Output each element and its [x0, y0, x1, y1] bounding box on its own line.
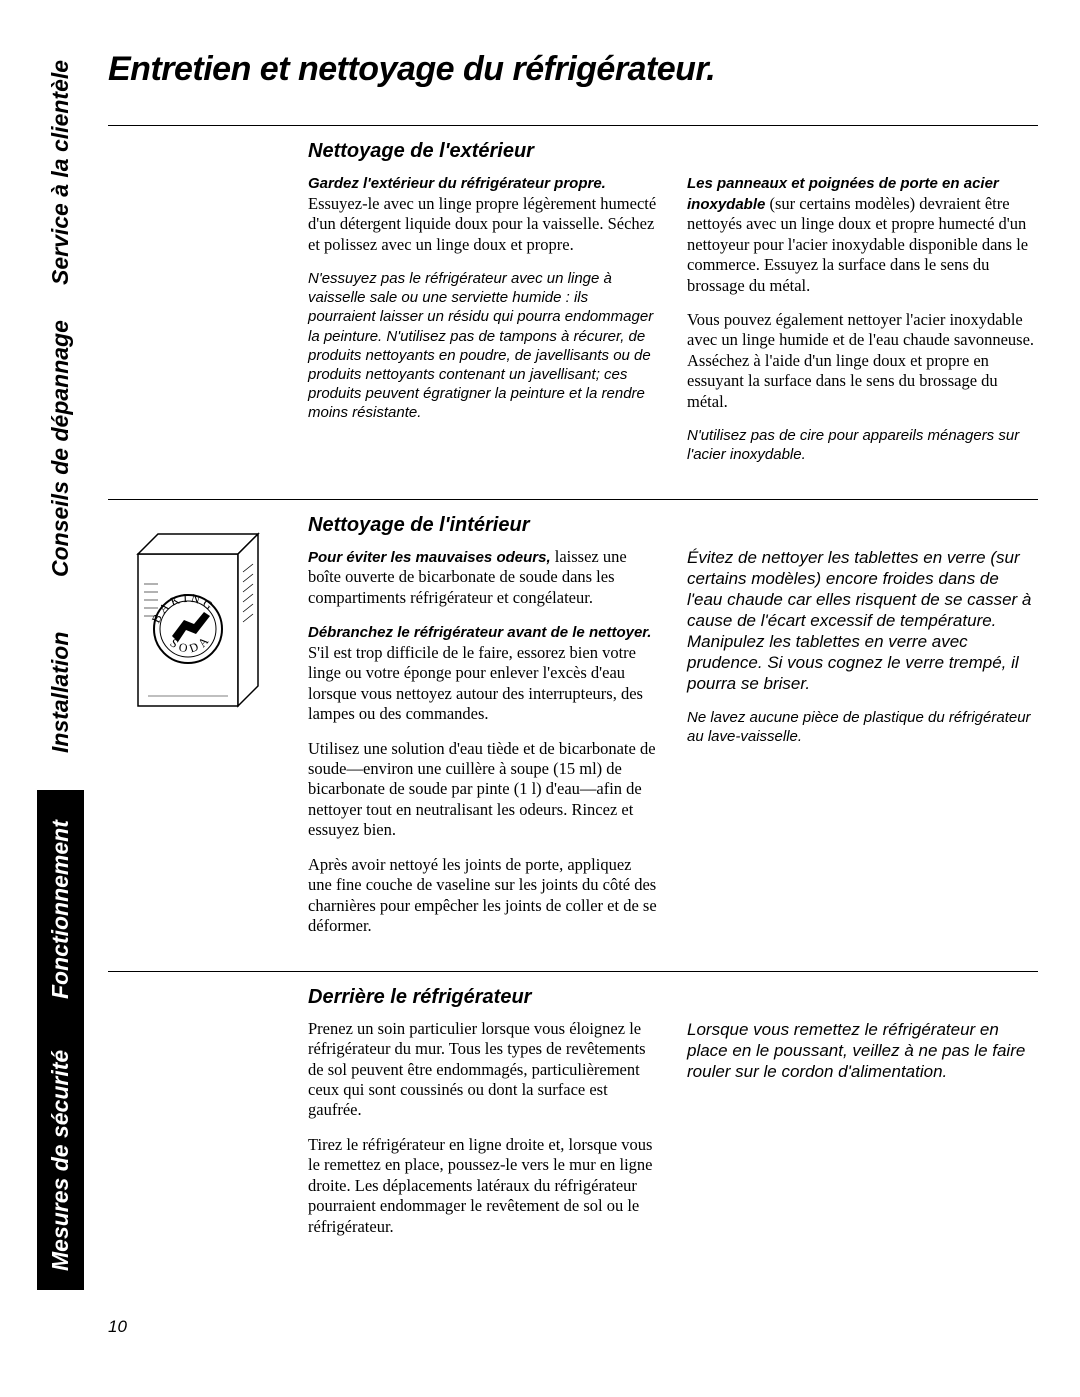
- tab-conseils-depannage: Conseils de dépannage: [37, 305, 84, 595]
- behind-right-col: Lorsque vous remettez le réfrigérateur e…: [687, 1019, 1038, 1252]
- interior-warn1: Évitez de nettoyer les tablettes en verr…: [687, 547, 1038, 695]
- interior-p3: Utilisez une solution d'eau tiède et de …: [308, 739, 659, 841]
- exterior-body1: Essuyez-le avec un linge propre légèreme…: [308, 194, 656, 254]
- page-title: Entretien et nettoyage du réfrigérateur.: [108, 50, 1038, 89]
- section-behind: Derrière le réfrigérateur Prenez un soin…: [108, 971, 1038, 1256]
- tab-installation: Installation: [37, 595, 84, 790]
- exterior-p1: Gardez l'extérieur du réfrigérateur prop…: [308, 173, 659, 255]
- illustration-col-empty-2: [108, 986, 308, 1252]
- section-heading-exterior: Nettoyage de l'extérieur: [308, 140, 1038, 163]
- main-content: Entretien et nettoyage du réfrigérateur.…: [108, 50, 1038, 1255]
- behind-warn1: Lorsque vous remettez le réfrigérateur e…: [687, 1019, 1038, 1082]
- exterior-stainless-note: N'utilisez pas de cire pour appareils mé…: [687, 426, 1038, 464]
- tab-fonctionnement: Fonctionnement: [37, 790, 84, 1030]
- behind-left-col: Prenez un soin particulier lorsque vous …: [308, 1019, 659, 1252]
- section-heading-behind: Derrière le réfrigérateur: [308, 986, 1038, 1009]
- illustration-col-soda: BAKING SODA: [108, 514, 308, 951]
- section-heading-interior: Nettoyage de l'intérieur: [308, 514, 1038, 537]
- interior-body2: S'il est trop difficile de le faire, ess…: [308, 643, 643, 723]
- exterior-left-col: Gardez l'extérieur du réfrigérateur prop…: [308, 173, 659, 479]
- exterior-right-col: Les panneaux et poignées de porte en aci…: [687, 173, 1038, 479]
- exterior-note1: N'essuyez pas le réfrigérateur avec un l…: [308, 269, 659, 423]
- tab-service-clientele: Service à la clientèle: [37, 40, 84, 305]
- manual-page: Mesures de sécurité Fonctionnement Insta…: [0, 0, 1080, 1397]
- exterior-lead1: Gardez l'extérieur du réfrigérateur prop…: [308, 175, 606, 192]
- interior-left-col: Pour éviter les mauvaises odeurs, laisse…: [308, 547, 659, 951]
- interior-note1: Ne lavez aucune pièce de plastique du ré…: [687, 708, 1038, 746]
- behind-p2: Tirez le réfrigérateur en ligne droite e…: [308, 1135, 659, 1237]
- exterior-stainless-p2: Vous pouvez également nettoyer l'acier i…: [687, 310, 1038, 412]
- sidebar-tabs: Mesures de sécurité Fonctionnement Insta…: [36, 40, 84, 1290]
- baking-soda-icon: BAKING SODA: [108, 524, 268, 714]
- tab-mesures-securite: Mesures de sécurité: [37, 1030, 84, 1290]
- behind-p1: Prenez un soin particulier lorsque vous …: [308, 1019, 659, 1121]
- illustration-col-empty: [108, 140, 308, 479]
- section-exterior: Nettoyage de l'extérieur Gardez l'extéri…: [108, 125, 1038, 499]
- interior-p2: Débranchez le réfrigérateur avant de le …: [308, 622, 659, 724]
- interior-right-col: Évitez de nettoyer les tablettes en verr…: [687, 547, 1038, 951]
- exterior-stainless-p1: Les panneaux et poignées de porte en aci…: [687, 173, 1038, 296]
- interior-p1: Pour éviter les mauvaises odeurs, laisse…: [308, 547, 659, 609]
- page-number: 10: [108, 1317, 127, 1337]
- interior-lead2: Débranchez le réfrigérateur avant de le …: [308, 624, 651, 641]
- interior-lead1: Pour éviter les mauvaises odeurs,: [308, 549, 551, 566]
- section-interior: BAKING SODA Nettoyage de l'intérieur: [108, 499, 1038, 971]
- interior-p4: Après avoir nettoyé les joints de porte,…: [308, 855, 659, 937]
